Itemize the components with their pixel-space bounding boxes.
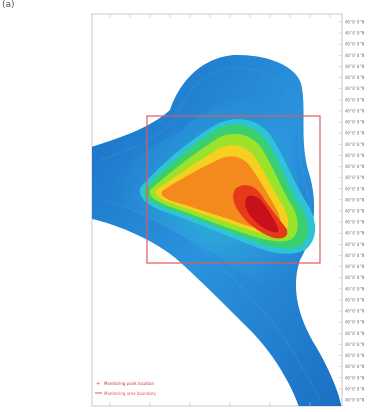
latitude-tick-label: 40°0'0"N xyxy=(345,398,365,403)
latitude-tick-label: 40°0'0"N xyxy=(345,309,365,314)
latitude-tick-labels: 40°0'0"N 40°0'0"N 40°0'0"N 40°0'0"N 40°0'0"N… xyxy=(339,20,365,403)
latitude-tick-label: 40°0'0"N xyxy=(345,320,365,325)
latitude-tick-label: 40°0'0"N xyxy=(345,386,365,391)
latitude-tick-label: 40°0'0"N xyxy=(345,253,365,258)
latitude-tick-label: 40°0'0"N xyxy=(345,286,365,291)
latitude-tick-label: 40°0'0"N xyxy=(345,31,365,36)
legend: + Monitoring point location Monitoring a… xyxy=(95,381,157,396)
latitude-tick-label: 40°0'0"N xyxy=(345,197,365,202)
latitude-tick-label: 40°0'0"N xyxy=(345,142,365,147)
latitude-tick-label: 40°0'0"N xyxy=(345,331,365,336)
latitude-tick-label: 40°0'0"N xyxy=(345,231,365,236)
latitude-tick-label: 40°0'0"N xyxy=(345,20,365,25)
latitude-tick-label: 40°0'0"N xyxy=(345,120,365,125)
latitude-tick-label: 40°0'0"N xyxy=(345,209,365,214)
latitude-tick-label: 40°0'0"N xyxy=(345,175,365,180)
isolines xyxy=(99,67,321,401)
latitude-tick-label: 40°0'0"N xyxy=(345,164,365,169)
latitude-tick-label: 40°0'0"N xyxy=(345,86,365,91)
latitude-tick-label: 40°0'0"N xyxy=(345,220,365,225)
top-ticks xyxy=(109,14,331,18)
latitude-tick-label: 40°0'0"N xyxy=(345,186,365,191)
latitude-tick-label: 40°0'0"N xyxy=(345,375,365,380)
latitude-tick-label: 40°0'0"N xyxy=(345,108,365,113)
legend-marker-cross-icon: + xyxy=(96,381,100,387)
latitude-tick-label: 40°0'0"N xyxy=(345,97,365,102)
latitude-tick-label: 40°0'0"N xyxy=(345,53,365,58)
latitude-tick-label: 40°0'0"N xyxy=(345,153,365,158)
latitude-tick-label: 40°0'0"N xyxy=(345,275,365,280)
contour-peak xyxy=(245,195,279,233)
latitude-tick-label: 40°0'0"N xyxy=(345,242,365,247)
latitude-tick-label: 40°0'0"N xyxy=(345,75,365,80)
latitude-tick-label: 40°0'0"N xyxy=(345,64,365,69)
latitude-tick-label: 40°0'0"N xyxy=(345,353,365,358)
latitude-tick-label: 40°0'0"N xyxy=(345,342,365,347)
latitude-tick-label: 40°0'0"N xyxy=(345,364,365,369)
latitude-tick-label: 40°0'0"N xyxy=(345,264,365,269)
panel-label: (a) xyxy=(2,0,15,10)
latitude-tick-label: 40°0'0"N xyxy=(345,297,365,302)
latitude-tick-label: 40°0'0"N xyxy=(345,131,365,136)
monitoring-area-boundary xyxy=(146,115,321,264)
legend-label-points: Monitoring point location xyxy=(104,381,154,386)
legend-label-boundary: Monitoring area boundary xyxy=(104,391,157,396)
bottom-ticks xyxy=(109,402,311,406)
latitude-tick-label: 40°0'0"N xyxy=(345,42,365,47)
